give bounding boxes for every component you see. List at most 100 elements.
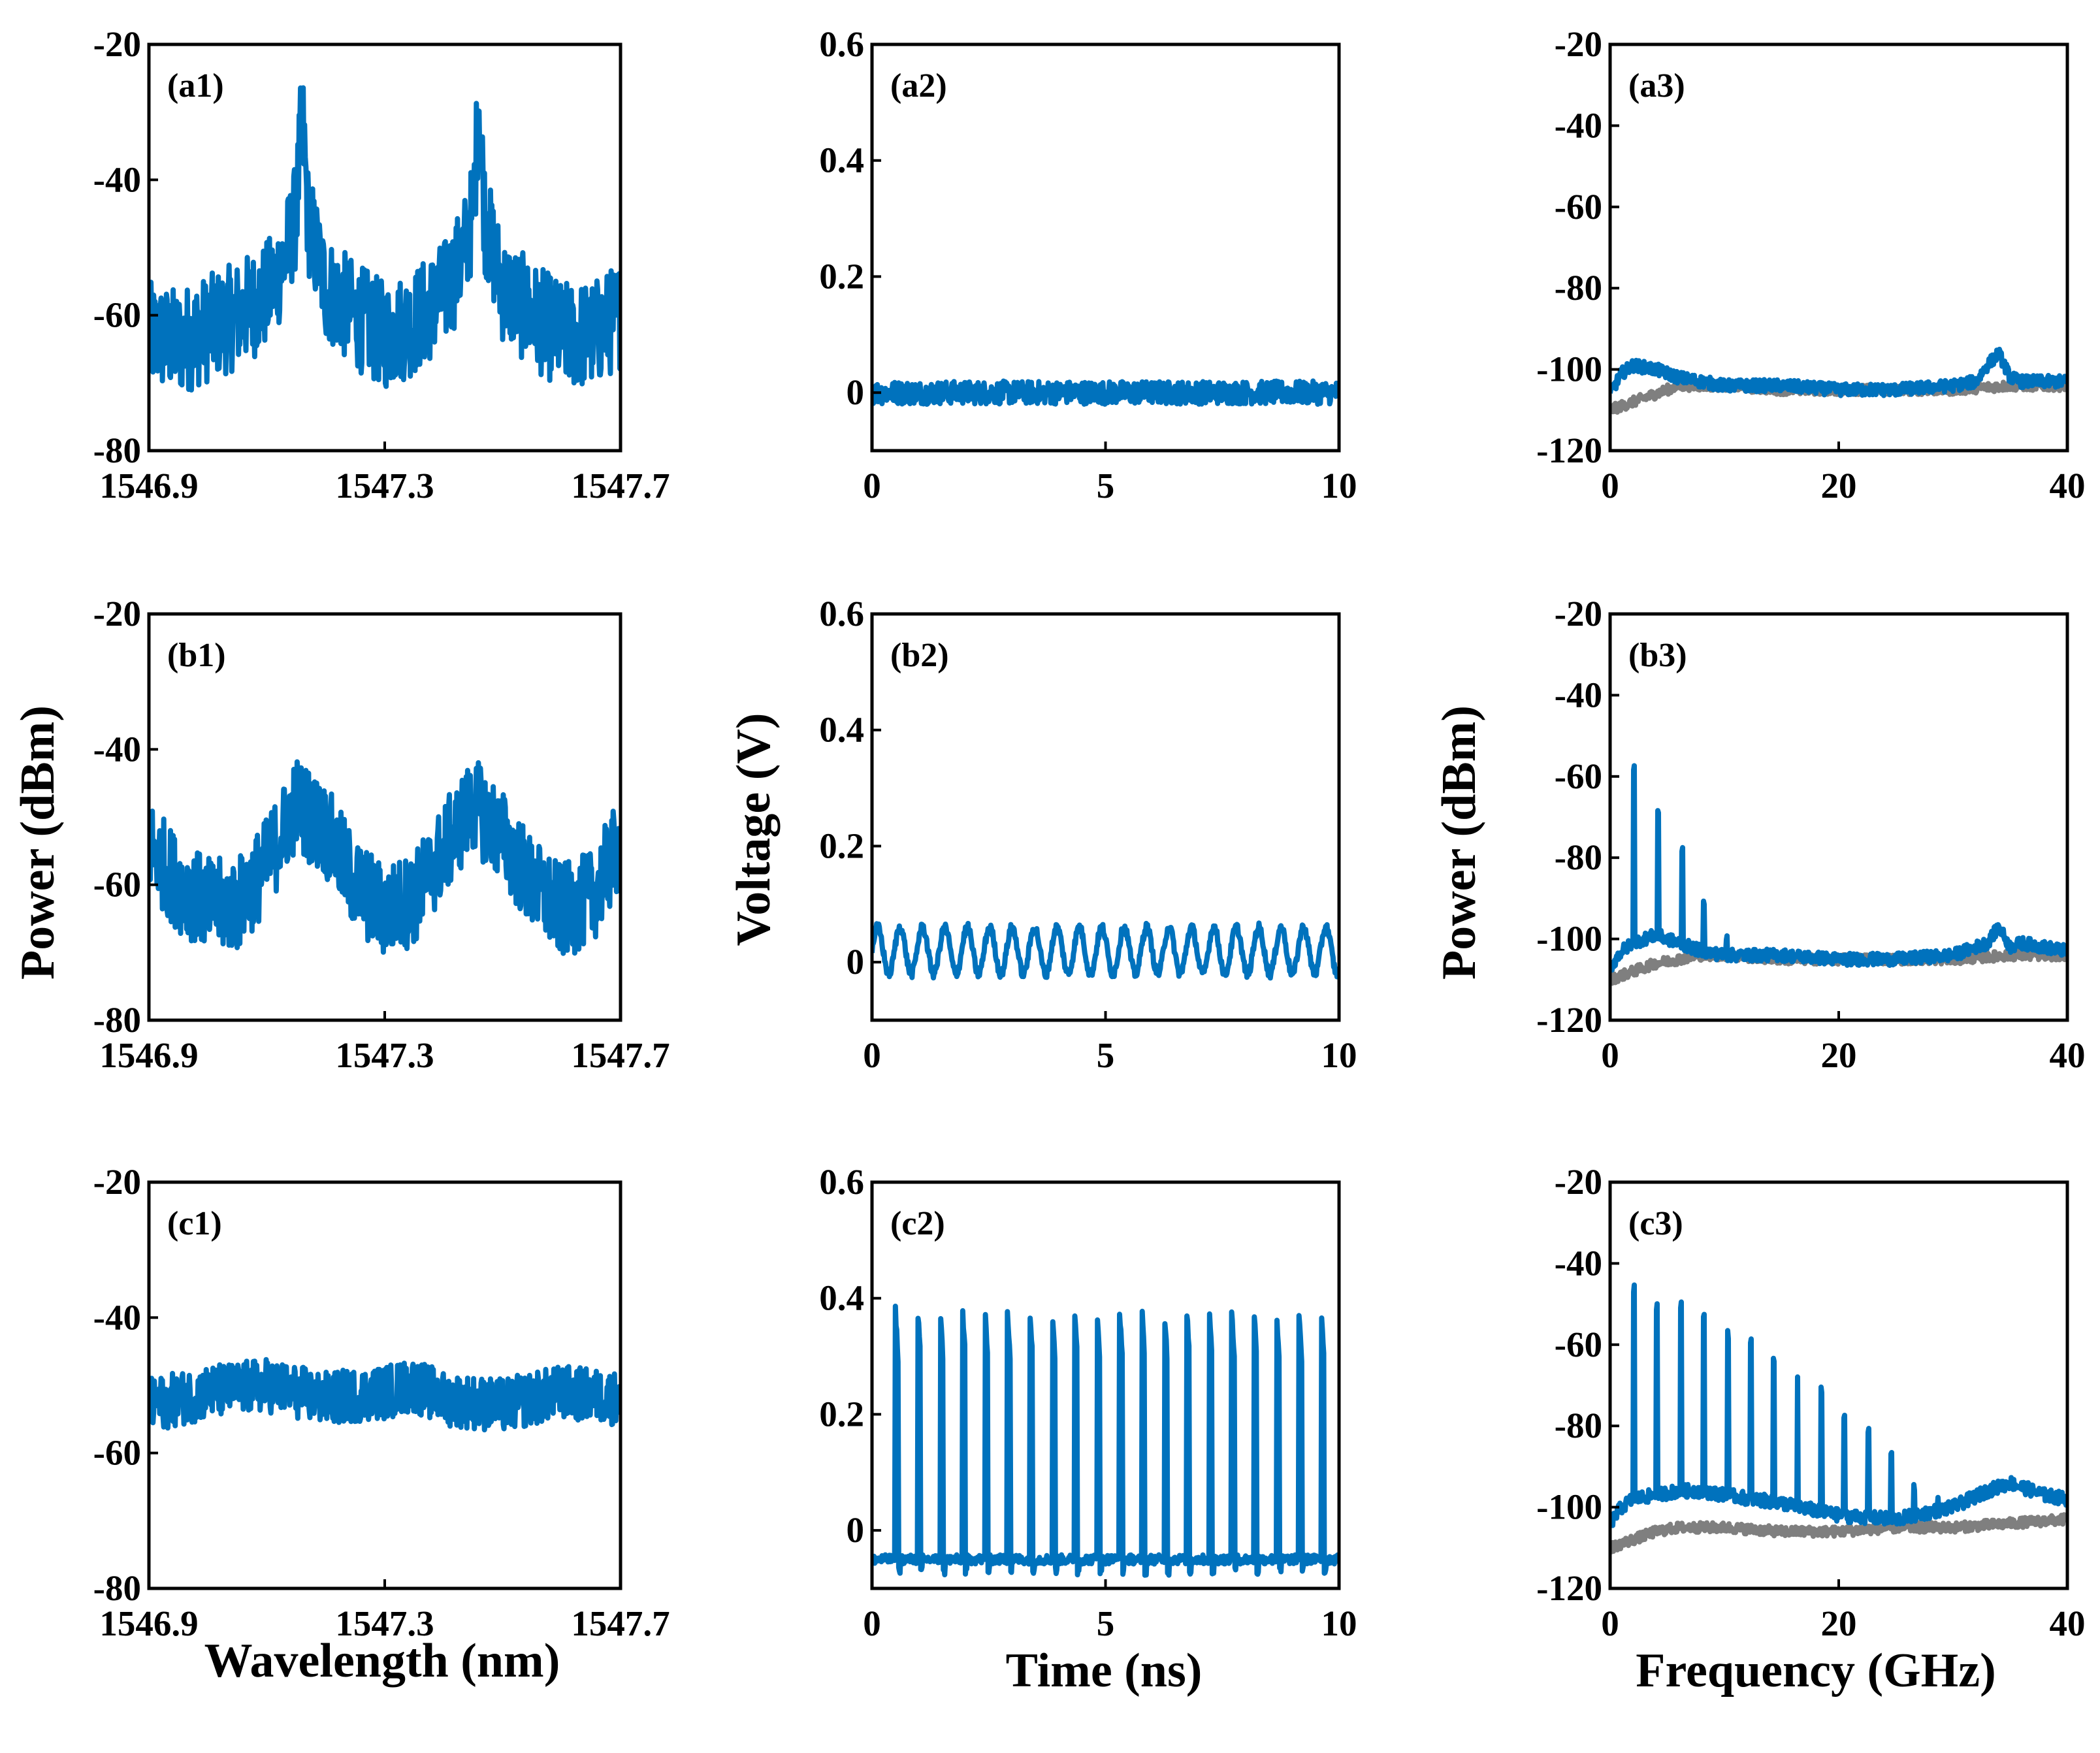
y-axis-label-middle: Voltage (V) — [727, 713, 781, 946]
series-line-c3-noise-floor — [1610, 1512, 2067, 1554]
y-tick-label: -100 — [1536, 919, 1602, 959]
x-tick-label: 1547.3 — [335, 1035, 434, 1075]
y-tick-label: -60 — [1555, 1325, 1602, 1364]
x-tick-label: 10 — [1321, 1035, 1357, 1075]
x-tick-label: 0 — [1601, 1035, 1619, 1075]
x-tick-label: 40 — [2050, 1035, 2086, 1075]
y-tick-label: 0 — [847, 1510, 865, 1550]
x-tick-label: 40 — [2050, 1603, 2086, 1643]
y-tick-label: -80 — [1555, 1406, 1602, 1445]
panel-a1: 1546.9 1547.3 1547.7 -20 -40 -60 -80 (a1) — [93, 24, 670, 506]
y-tick-label: -40 — [1555, 105, 1602, 145]
y-tick-label: 0.6 — [819, 594, 864, 634]
x-tick-label: 1546.9 — [99, 1603, 198, 1643]
y-tick-label: -80 — [1555, 268, 1602, 308]
y-tick-label: -120 — [1536, 1568, 1602, 1608]
x-tick-label: 1547.3 — [335, 1603, 434, 1643]
series-line-b1-optical-spectrum — [149, 759, 621, 956]
x-tick-label: 0 — [863, 466, 881, 506]
x-tick-label: 10 — [1321, 1603, 1357, 1643]
panel-label-b2: (b2) — [890, 637, 949, 674]
x-axis-label-middle: Time (ns) — [1006, 1644, 1203, 1697]
panel-c2: 0 5 10 0.6 0.4 0.2 0 (c2) — [819, 1162, 1357, 1643]
series-line-c2-pulse-train — [872, 1304, 1339, 1578]
y-tick-label: -120 — [1536, 1000, 1602, 1040]
panel-label-a2: (a2) — [890, 67, 947, 105]
x-axis-label-left: Wavelength (nm) — [204, 1634, 560, 1688]
panel-label-a3: (a3) — [1628, 67, 1685, 105]
x-tick-label: 5 — [1097, 466, 1115, 506]
series-line-c3-RF-spectrum — [1610, 1282, 2067, 1528]
x-tick-label: 5 — [1097, 1035, 1115, 1075]
x-tick-label: 0 — [863, 1035, 881, 1075]
y-tick-label: 0.2 — [819, 826, 864, 865]
series-line-c1-optical-spectrum — [149, 1357, 621, 1433]
x-tick-label: 20 — [1821, 466, 1857, 506]
y-tick-label: -60 — [93, 865, 141, 905]
x-tick-label: 1547.7 — [571, 466, 670, 506]
y-tick-label: -80 — [93, 430, 141, 470]
y-tick-label: -40 — [1555, 1243, 1602, 1283]
y-tick-label: -80 — [1555, 837, 1602, 877]
panel-c3: 0 20 40 -20 -40 -60 -80 -100 -120 (c3) — [1536, 1162, 2085, 1643]
y-tick-label: 0.6 — [819, 24, 864, 64]
y-tick-label: -20 — [1555, 1162, 1602, 1202]
series-line-a3-RF-spectrum — [1610, 346, 2067, 398]
x-tick-label: 1546.9 — [99, 1035, 198, 1075]
y-tick-label: -20 — [93, 24, 141, 64]
y-tick-label: 0.4 — [819, 140, 864, 180]
panel-label-b1: (b1) — [167, 637, 226, 674]
y-tick-label: -100 — [1536, 349, 1602, 389]
x-tick-label: 10 — [1321, 466, 1357, 506]
y-tick-label: 0 — [847, 372, 865, 412]
y-tick-label: -40 — [93, 729, 141, 769]
y-tick-label: 0 — [847, 942, 865, 982]
y-tick-label: -100 — [1536, 1487, 1602, 1527]
y-tick-label: -40 — [93, 1297, 141, 1337]
panel-label-b3: (b3) — [1628, 637, 1687, 674]
y-tick-label: -120 — [1536, 430, 1602, 470]
y-tick-label: -40 — [1555, 675, 1602, 715]
x-tick-label: 1547.7 — [571, 1035, 670, 1075]
x-tick-label: 1547.7 — [571, 1603, 670, 1643]
x-tick-label: 0 — [863, 1603, 881, 1643]
y-tick-label: -60 — [1555, 187, 1602, 227]
y-tick-label: -60 — [93, 295, 141, 335]
panel-b3: 0 20 40 -20 -40 -60 -80 -100 -120 (b3) — [1536, 594, 2085, 1075]
x-tick-label: 0 — [1601, 466, 1619, 506]
series-line-a1-optical-spectrum — [149, 85, 621, 393]
y-tick-label: 0.6 — [819, 1162, 864, 1202]
x-tick-label: 5 — [1097, 1603, 1115, 1643]
panel-label-a1: (a1) — [167, 67, 224, 105]
x-tick-label: 1546.9 — [99, 466, 198, 506]
x-tick-label: 20 — [1821, 1035, 1857, 1075]
panel-label-c1: (c1) — [167, 1205, 222, 1242]
panel-c1: 1546.9 1547.3 1547.7 -20 -40 -60 -80 (c1) — [93, 1162, 670, 1643]
x-tick-label: 0 — [1601, 1603, 1619, 1643]
y-tick-label: 0.2 — [819, 256, 864, 296]
panel-b1: 1546.9 1547.3 1547.7 -20 -40 -60 -80 (b1) — [93, 594, 670, 1075]
x-axis-label-right: Frequency (GHz) — [1636, 1644, 1995, 1697]
y-axis-label-left: Power (dBm) — [11, 705, 65, 980]
y-tick-label: -20 — [1555, 24, 1602, 64]
panel-label-c2: (c2) — [890, 1205, 945, 1242]
panel-label-c3: (c3) — [1628, 1205, 1683, 1242]
panel-a2: 0 5 10 0.6 0.4 0.2 0 (a2) — [819, 24, 1357, 506]
x-tick-label: 20 — [1821, 1603, 1857, 1643]
y-tick-label: -20 — [93, 594, 141, 634]
y-tick-label: -40 — [93, 159, 141, 199]
y-axis-label-right: Power (dBm) — [1432, 705, 1486, 980]
x-tick-label: 40 — [2050, 466, 2086, 506]
y-tick-label: 0.4 — [819, 710, 864, 750]
y-tick-label: -80 — [93, 1000, 141, 1040]
series-line-a2-time-trace — [872, 378, 1339, 407]
series-line-b3-RF-spectrum — [1610, 763, 2067, 973]
y-tick-label: -60 — [93, 1433, 141, 1473]
y-tick-label: -60 — [1555, 756, 1602, 796]
y-tick-label: 0.2 — [819, 1394, 864, 1434]
y-tick-label: 0.4 — [819, 1278, 864, 1318]
panel-a3: 0 20 40 -20 -40 -60 -80 -100 -120 (a3) — [1536, 24, 2085, 506]
y-tick-label: -20 — [93, 1162, 141, 1202]
panel-b2: 0 5 10 0.6 0.4 0.2 0 (b2) — [819, 594, 1357, 1075]
y-tick-label: -80 — [93, 1568, 141, 1608]
